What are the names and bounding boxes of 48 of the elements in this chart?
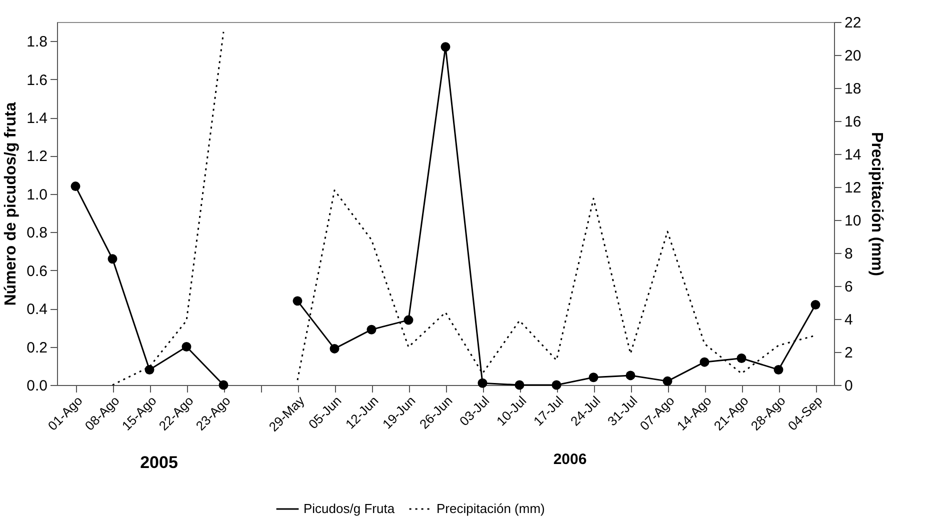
y-tick-label: 1.8 bbox=[26, 34, 48, 51]
y2-tick-label: 22 bbox=[844, 14, 862, 32]
point bbox=[626, 370, 636, 380]
point bbox=[552, 380, 562, 390]
point bbox=[292, 296, 302, 306]
point bbox=[774, 364, 784, 374]
y2-tick-label: 12 bbox=[844, 180, 862, 196]
point bbox=[144, 364, 154, 374]
y2-tick-label: 16 bbox=[844, 114, 862, 130]
point bbox=[440, 42, 450, 52]
point bbox=[182, 342, 192, 352]
y-tick-label: 0.8 bbox=[26, 224, 48, 242]
point bbox=[218, 380, 228, 390]
point bbox=[70, 182, 80, 192]
text: 2005 bbox=[140, 453, 178, 472]
y2-tick-label: 2 bbox=[844, 344, 853, 362]
y2-tick-label: 4 bbox=[844, 312, 853, 328]
point bbox=[736, 354, 746, 363]
y-tick-label: 1.4 bbox=[26, 110, 48, 128]
point bbox=[588, 372, 598, 382]
point bbox=[366, 324, 376, 334]
point bbox=[108, 254, 118, 264]
point bbox=[330, 344, 340, 354]
y-tick-label: 1.2 bbox=[26, 148, 48, 166]
y2-tick-label: 14 bbox=[844, 146, 862, 164]
y2-tick-label: 0 bbox=[844, 378, 853, 394]
y2-tick-label: 8 bbox=[844, 246, 853, 262]
legend-label: Precipitación (mm) bbox=[436, 501, 545, 516]
y-tick-label: 0.0 bbox=[26, 378, 48, 394]
y-tick-label: 0.4 bbox=[26, 301, 48, 318]
y-tick-label: 0.6 bbox=[26, 262, 48, 280]
point bbox=[662, 376, 672, 386]
y-tick-label: 1.0 bbox=[26, 186, 48, 204]
point bbox=[514, 380, 524, 390]
point bbox=[810, 300, 820, 310]
y2-tick-label: 6 bbox=[844, 278, 853, 296]
y2-axis-title: Precipitación (mm) bbox=[868, 132, 886, 276]
y-tick-label: 1.6 bbox=[26, 72, 48, 89]
point bbox=[478, 378, 488, 388]
y2-tick-label: 20 bbox=[844, 48, 862, 64]
text: 2006 bbox=[553, 451, 587, 468]
point bbox=[700, 357, 710, 367]
y-tick-label: 0.2 bbox=[26, 339, 48, 356]
y2-tick-label: 10 bbox=[844, 212, 862, 230]
y-axis-title: Número de picudos/g fruta bbox=[2, 102, 20, 306]
y2-tick-label: 18 bbox=[844, 80, 862, 98]
point bbox=[404, 315, 414, 325]
legend-label: Picudos/g Fruta bbox=[304, 501, 396, 516]
